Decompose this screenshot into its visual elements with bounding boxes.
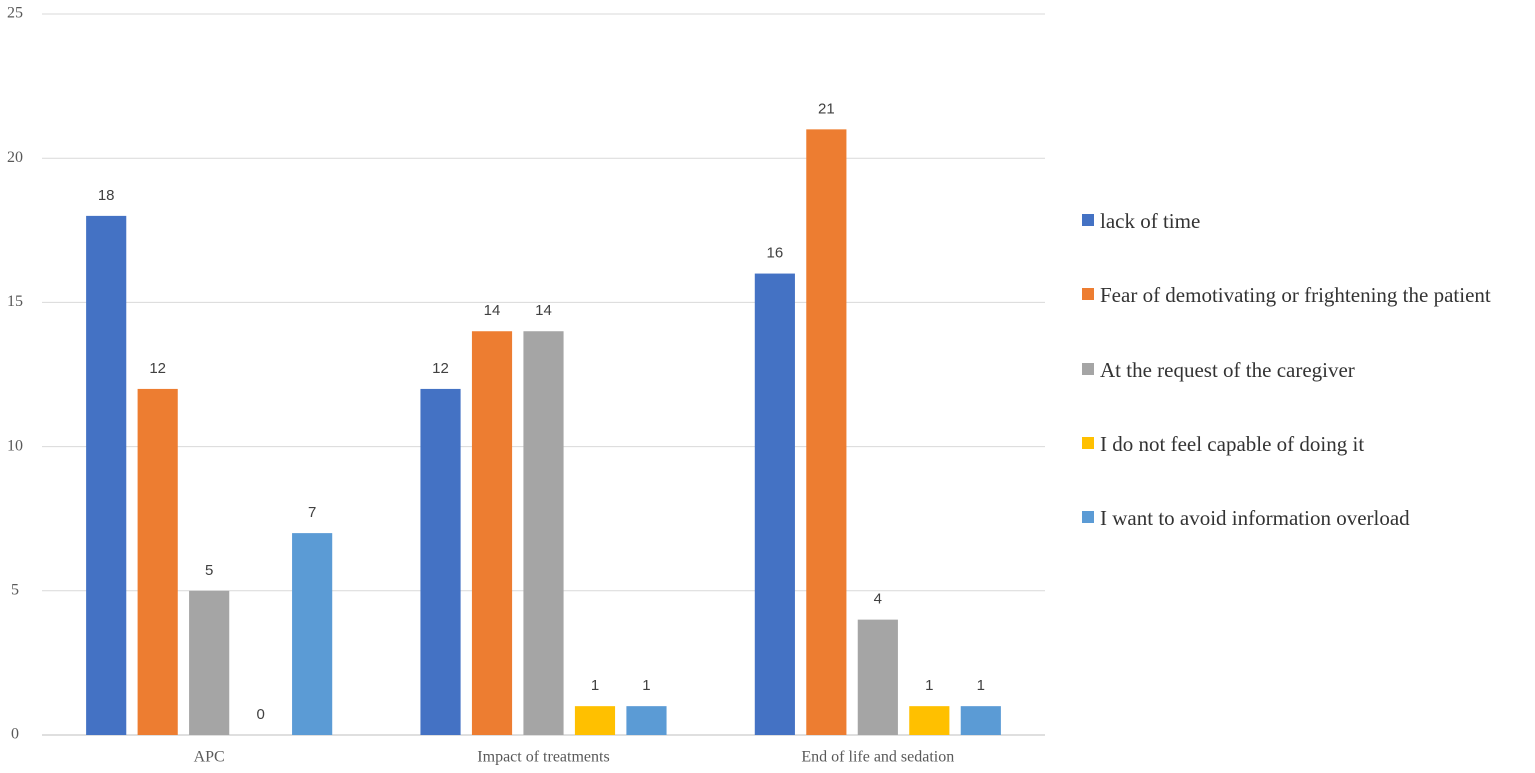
legend-item: lack of time: [1082, 206, 1532, 236]
y-tick-label: 5: [11, 581, 19, 598]
bar: [189, 590, 230, 735]
bar: [471, 331, 513, 735]
y-tick-label: 15: [7, 293, 23, 310]
y-tick-label: 20: [7, 149, 23, 166]
legend-swatch: [1082, 362, 1094, 375]
legend-swatch: [1082, 436, 1094, 449]
value-label: 1: [977, 677, 985, 694]
legend-item: At the request of the caregiver: [1082, 355, 1532, 385]
legend-label: I do not feel capable of doing it: [1100, 431, 1365, 456]
bar: [909, 706, 950, 735]
bar: [523, 331, 564, 735]
value-label: 21: [818, 100, 835, 117]
legend-swatch: [1082, 288, 1094, 301]
legend-label: Fear of demotivating or frightening the …: [1100, 283, 1491, 308]
legend-label: lack of time: [1100, 209, 1201, 233]
value-label: 12: [432, 360, 449, 377]
value-label: 0: [256, 706, 264, 723]
y-tick-label: 25: [7, 5, 23, 22]
legend-swatch: [1082, 511, 1094, 524]
bar: [857, 619, 898, 735]
value-label: 18: [98, 187, 115, 204]
value-label: 14: [535, 302, 552, 319]
bar: [626, 706, 667, 735]
x-tick-label: End of life and sedation: [801, 749, 954, 766]
value-label: 7: [308, 504, 316, 521]
bar: [292, 533, 333, 735]
value-label: 4: [874, 591, 882, 608]
bar: [806, 129, 847, 736]
legend-item: Fear of demotivating or frightening the …: [1082, 280, 1532, 310]
value-label: 1: [591, 677, 599, 694]
value-label: 1: [642, 677, 650, 694]
legend-item: I want to avoid information overload: [1082, 503, 1532, 533]
legend-label: At the request of the caregiver: [1100, 357, 1355, 382]
bar: [420, 388, 461, 735]
bar: [960, 706, 1001, 735]
value-label: 1: [925, 677, 933, 694]
bar: [137, 388, 178, 735]
y-tick-label: 0: [11, 726, 19, 743]
value-label: 12: [149, 360, 166, 377]
bar: [754, 273, 795, 735]
legend-item: I do not feel capable of doing it: [1082, 429, 1532, 459]
y-tick-label: 10: [7, 437, 23, 454]
value-label: 16: [767, 245, 784, 262]
x-tick-label: Impact of treatments: [477, 749, 609, 766]
legend-label: I want to avoid information overload: [1100, 506, 1410, 531]
bar: [86, 215, 127, 735]
bar: [574, 706, 616, 735]
legend-swatch: [1082, 214, 1094, 226]
value-label: 5: [205, 562, 213, 579]
value-label: 14: [484, 302, 501, 319]
x-tick-label: APC: [194, 749, 225, 766]
